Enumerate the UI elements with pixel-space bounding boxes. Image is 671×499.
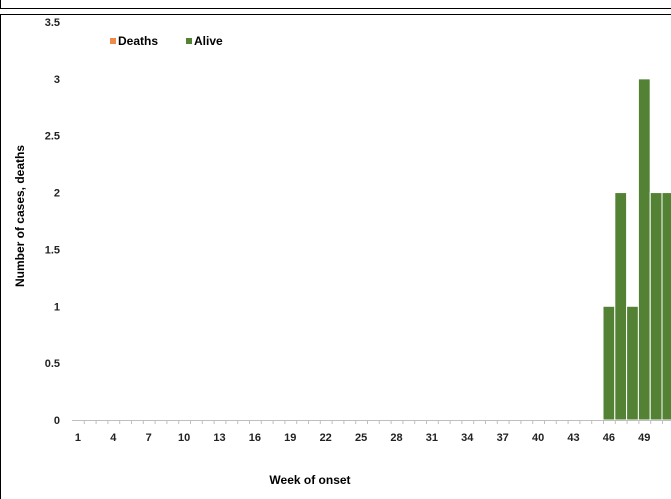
y-axis-title: Number of cases, deaths (13, 145, 27, 287)
x-tick-label: 4 (110, 432, 117, 444)
bar-alive-week-46 (602, 305, 616, 421)
x-tick-label: 25 (355, 432, 367, 444)
y-tick-label: 1.5 (45, 244, 60, 256)
legend: Deaths Alive (110, 34, 223, 48)
y-tick-label: 0 (54, 415, 60, 427)
x-tick-label: 46 (603, 432, 615, 444)
x-tick-label: 1 (75, 432, 81, 444)
legend-label-alive: Alive (194, 34, 223, 48)
x-tick-label: 13 (213, 432, 225, 444)
bar-alive-week-48 (626, 305, 639, 421)
y-tick-label: 2.5 (45, 131, 60, 143)
x-axis-ticks: 1 4 7 10 13 16 19 22 25 28 31 34 37 40 43 46 49 (75, 420, 663, 444)
x-tick-label: 37 (497, 432, 509, 444)
x-tick-label: 28 (390, 432, 402, 444)
x-tick-label: 10 (178, 432, 190, 444)
bar-alive-week-51 (661, 192, 671, 421)
legend-label-deaths: Deaths (118, 34, 158, 48)
bar-alive-week-47 (614, 192, 628, 421)
plot-area: 0 0.5 1 1.5 2 2.5 3 3.5 1 4 7 10 13 16 19 22 25 28 31 34 37… (45, 17, 671, 444)
y-tick-label: 1 (54, 301, 60, 313)
x-tick-label: 40 (532, 432, 544, 444)
x-tick-label: 22 (320, 432, 332, 444)
x-tick-label: 43 (567, 432, 579, 444)
bar-alive-week-49 (637, 78, 651, 421)
bars-layer (602, 78, 671, 421)
y-axis-ticks: 0 0.5 1 1.5 2 2.5 3 3.5 (45, 17, 60, 427)
legend-swatch-alive (186, 38, 192, 44)
y-tick-label: 3 (54, 74, 60, 86)
x-tick-label: 34 (461, 432, 474, 444)
bar-alive-week-50 (649, 192, 663, 421)
y-tick-label: 3.5 (45, 17, 60, 29)
x-tick-label: 7 (146, 432, 152, 444)
y-tick-label: 0.5 (45, 358, 60, 370)
x-tick-label: 31 (426, 432, 438, 444)
x-tick-label: 19 (284, 432, 296, 444)
x-tick-label: 16 (249, 432, 261, 444)
x-axis-title: Week of onset (269, 473, 350, 487)
legend-swatch-deaths (110, 38, 116, 44)
y-tick-label: 2 (54, 188, 60, 200)
x-tick-label: 49 (638, 432, 650, 444)
